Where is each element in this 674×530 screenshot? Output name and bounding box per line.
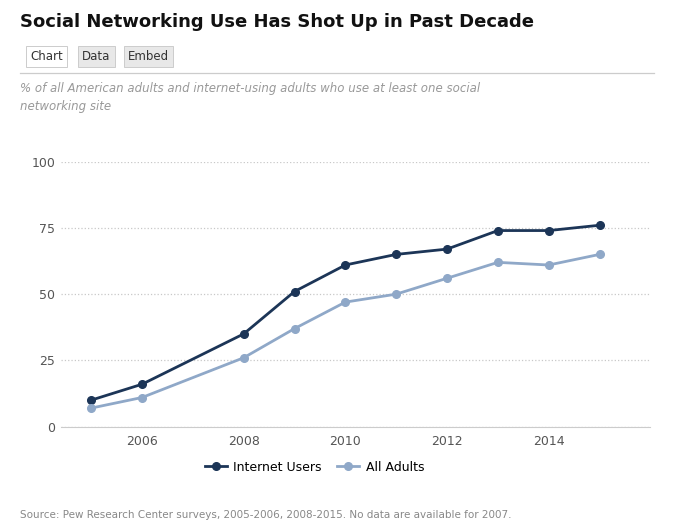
Text: Chart: Chart: [30, 50, 63, 63]
Text: Source: Pew Research Center surveys, 2005-2006, 2008-2015. No data are available: Source: Pew Research Center surveys, 200…: [20, 510, 512, 520]
Legend: Internet Users, All Adults: Internet Users, All Adults: [200, 456, 429, 479]
Text: Social Networking Use Has Shot Up in Past Decade: Social Networking Use Has Shot Up in Pas…: [20, 13, 534, 31]
Text: Data: Data: [82, 50, 111, 63]
Text: % of all American adults and internet-using adults who use at least one social
n: % of all American adults and internet-us…: [20, 82, 481, 113]
Text: Embed: Embed: [128, 50, 169, 63]
